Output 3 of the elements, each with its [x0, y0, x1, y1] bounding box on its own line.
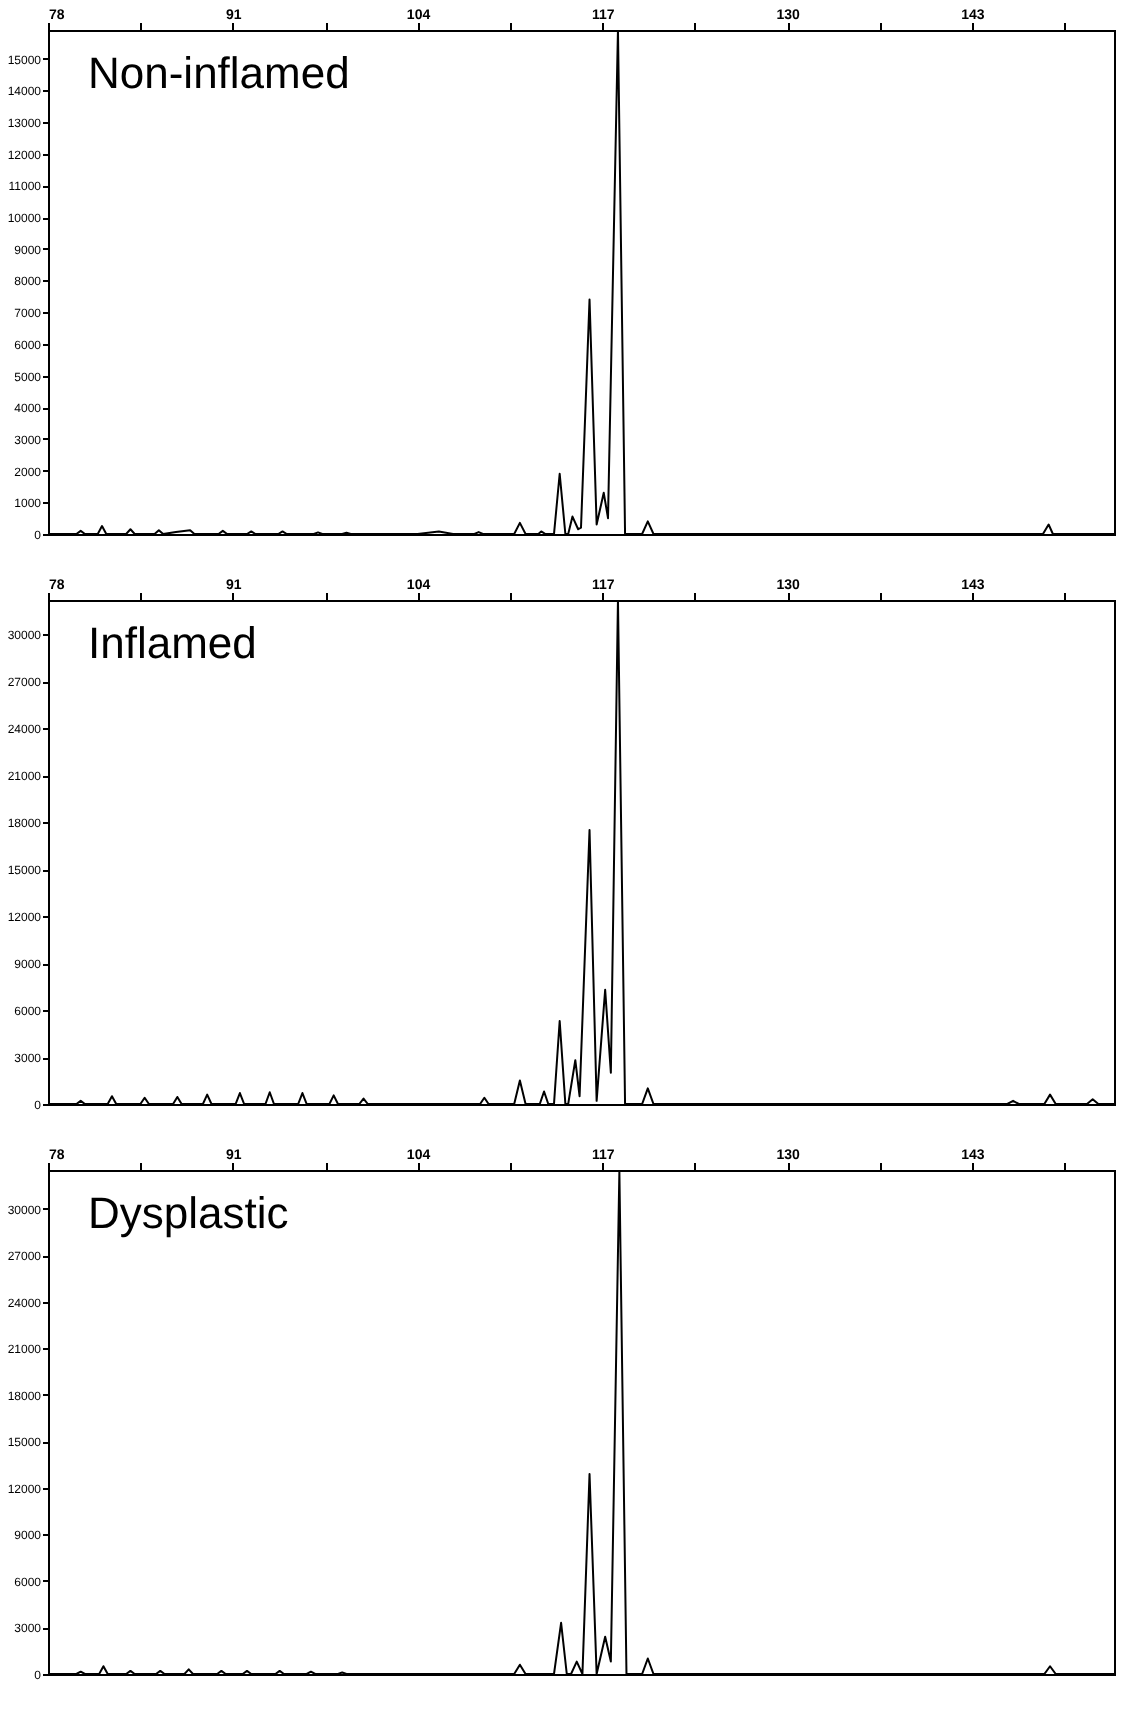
annotation: Dysplastic: [88, 1188, 289, 1238]
annotation: Non-inflamed: [88, 48, 350, 98]
annotation: Inflamed: [88, 618, 257, 668]
